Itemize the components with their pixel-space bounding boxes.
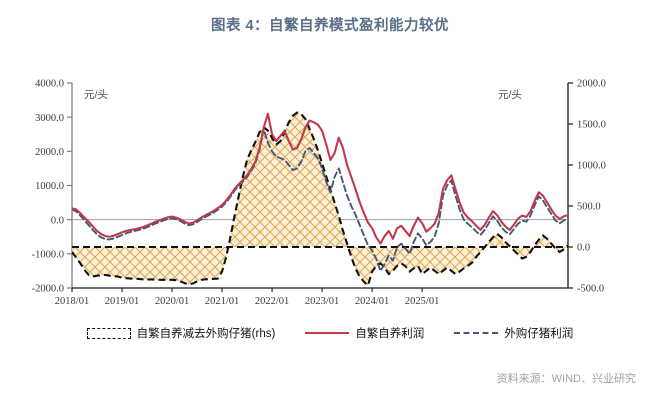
left-axis-unit: 元/头 <box>84 89 108 101</box>
source-note: 资料来源：WIND、兴业研究 <box>496 373 636 385</box>
right-axis-unit: 元/头 <box>498 89 522 101</box>
right-tick-label: 500.0 <box>577 202 601 213</box>
page-title: 图表 4：自繁自养模式盈利能力较优 <box>210 18 450 34</box>
left-tick-label: 1000.0 <box>35 181 64 192</box>
right-tick-label: 1500.0 <box>577 120 606 131</box>
legend-label-zifan: 自繁自养利润 <box>355 328 425 340</box>
x-tick-label: 2023/01 <box>305 296 339 304</box>
right-tick-label: -500.0 <box>577 284 604 295</box>
right-tick-label: 1000.0 <box>577 161 606 172</box>
x-tick-label: 2019/01 <box>105 296 139 304</box>
x-tick-label: 2024/01 <box>355 296 389 304</box>
right-tick-label: 2000.0 <box>577 79 606 90</box>
x-tick-label: 2018/01 <box>55 296 89 304</box>
left-axis-ticks: 4000.0 3000.0 2000.0 1000.0 0.0 -1000.0 -2000.… <box>32 79 72 295</box>
right-axis-ticks: 2000.0 1500.0 1000.0 500.0 0.0 -500.0 <box>568 79 606 295</box>
left-tick-label: 0.0 <box>51 215 64 226</box>
chart-svg: 4000.0 3000.0 2000.0 1000.0 0.0 -1000.0 -2000.… <box>32 79 606 304</box>
x-tick-label: 2021/01 <box>205 296 239 304</box>
chart-legend: 自繁自养减去外购仔猪(rhs) 自繁自养利润 外购仔猪利润 <box>0 320 660 346</box>
solid-line-swatch-icon <box>305 332 350 334</box>
legend-label-area: 自繁自养减去外购仔猪(rhs) <box>136 328 276 340</box>
x-tick-label: 2025/01 <box>405 296 439 304</box>
left-tick-label: 4000.0 <box>35 79 64 90</box>
legend-label-waigou: 外购仔猪利润 <box>504 328 574 340</box>
x-tick-label: 2022/01 <box>255 296 289 304</box>
legend-item-area[interactable]: 自繁自养减去外购仔猪(rhs) <box>86 325 276 341</box>
x-axis-ticks: 2018/01 2019/01 2020/01 2021/01 2022/01 2023/… <box>55 288 439 304</box>
plot-area: 4000.0 3000.0 2000.0 1000.0 0.0 -1000.0 -2000.… <box>0 72 660 304</box>
right-tick-label: 0.0 <box>577 243 590 254</box>
series-line-waigou <box>72 128 568 272</box>
series-area-fill <box>72 112 568 286</box>
left-tick-label: 2000.0 <box>35 147 64 158</box>
left-tick-label: 3000.0 <box>35 113 64 124</box>
x-tick-label: 2020/01 <box>155 296 189 304</box>
left-tick-label: -2000.0 <box>32 284 64 295</box>
dashed-line-swatch-icon <box>454 332 499 334</box>
legend-item-waigou[interactable]: 外购仔猪利润 <box>454 325 573 341</box>
series-line-zifan <box>72 112 568 245</box>
left-tick-label: -1000.0 <box>32 249 64 260</box>
legend-item-zifan[interactable]: 自繁自养利润 <box>305 325 424 341</box>
hatched-area-swatch-icon <box>86 327 131 339</box>
